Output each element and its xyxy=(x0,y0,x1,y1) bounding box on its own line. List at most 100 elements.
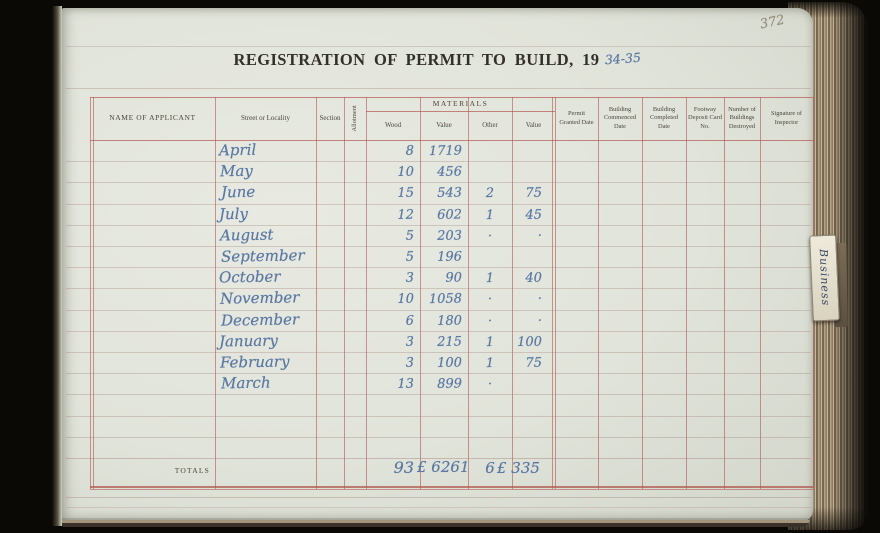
month-cell: April xyxy=(218,140,257,160)
row-rule xyxy=(66,182,811,184)
totals-wood-value: £ 6261 xyxy=(417,458,470,476)
book-gutter-edge xyxy=(52,6,62,526)
month-cell: September xyxy=(220,246,305,266)
other-value-cell: · xyxy=(537,228,543,244)
row-rule xyxy=(66,415,811,417)
column-header-footway-deposit: Footway Deposit Card No. xyxy=(688,105,722,130)
row-rule xyxy=(66,373,811,375)
row-rule xyxy=(66,246,811,247)
index-tab-business: Business xyxy=(809,234,840,322)
table-bottom-rule xyxy=(90,489,813,490)
other-value-cell: · xyxy=(537,313,543,329)
column-header-materials: MATERIALS xyxy=(432,98,489,108)
page-rule xyxy=(66,507,811,508)
table-vertical-rule xyxy=(420,97,421,489)
table-vertical-rule xyxy=(512,97,513,489)
header-bottom-rule xyxy=(90,140,813,141)
month-cell: December xyxy=(220,309,300,330)
materials-split-rule xyxy=(366,111,555,112)
wood-value-cell: 215 xyxy=(437,334,463,350)
wood-value-cell: 180 xyxy=(437,313,463,329)
table-vertical-rule xyxy=(642,97,643,489)
column-header-wood-value: Value xyxy=(436,121,452,129)
other-value-cell: · xyxy=(537,291,543,308)
row-rule xyxy=(66,330,811,332)
row-rule xyxy=(66,288,811,290)
wood-value-cell: 100 xyxy=(437,355,463,371)
column-header-signature: Signature of Inspector xyxy=(771,110,802,126)
other-value-cell: 40 xyxy=(525,270,543,287)
table-vertical-rule xyxy=(724,97,725,489)
row-rule xyxy=(66,203,811,205)
title-printed: REGISTRATION OF PERMIT TO BUILD, 19 xyxy=(233,50,600,69)
column-header-buildings-destroyed: Number of Buildings Destroyed xyxy=(728,105,756,130)
column-header-wood: Wood xyxy=(384,121,402,129)
column-header-building-completed: Building Completed Date xyxy=(649,105,679,130)
wood-value-cell: 196 xyxy=(437,249,463,265)
column-header-permit-granted: Permit Granted Date xyxy=(559,109,594,126)
page-title: REGISTRATION OF PERMIT TO BUILD, 19 34-35 xyxy=(62,50,813,70)
month-cell: July xyxy=(218,204,249,223)
column-header-building-commenced: Building Commenced Date xyxy=(603,105,637,130)
month-cell: February xyxy=(219,352,290,372)
row-rule xyxy=(66,436,811,438)
table-vertical-rule xyxy=(215,97,216,489)
wood-value-cell: 90 xyxy=(445,270,463,286)
month-cell: March xyxy=(220,373,271,393)
row-rule xyxy=(66,224,811,226)
wood-value-cell: 203 xyxy=(437,228,463,244)
other-value-cell: 100 xyxy=(517,334,543,350)
month-cell: August xyxy=(219,225,274,245)
totals-top-rule xyxy=(66,458,811,459)
month-cell: November xyxy=(219,288,300,309)
page-rule xyxy=(66,497,811,498)
row-rule xyxy=(66,309,811,311)
table-vertical-rule xyxy=(366,97,367,489)
column-header-street: Street or Locality xyxy=(241,113,290,122)
totals-label: TOTALS xyxy=(174,465,210,475)
table-vertical-rule xyxy=(552,97,553,489)
table-vertical-rule xyxy=(686,97,687,489)
table-vertical-rule xyxy=(93,97,94,489)
column-header-applicant: NAME OF APPLICANT xyxy=(109,113,196,123)
row-rule xyxy=(66,394,811,396)
totals-other-count: 6 xyxy=(485,459,495,477)
table-bottom-rule xyxy=(90,486,813,488)
totals-other-value: £ 335 xyxy=(497,459,540,477)
other-value-cell: 75 xyxy=(525,185,543,202)
row-rule xyxy=(66,161,811,163)
page-rule xyxy=(66,46,811,47)
ledger-page xyxy=(62,8,813,522)
wood-value-cell: 899 xyxy=(437,376,463,393)
table-vertical-rule xyxy=(760,97,761,489)
column-header-other: Other xyxy=(482,121,498,129)
table-vertical-rule xyxy=(468,97,469,489)
wood-value-cell: 1058 xyxy=(428,291,463,308)
table-vertical-rule xyxy=(316,97,317,489)
page-bottom-edge xyxy=(62,518,810,527)
month-cell: October xyxy=(218,267,281,287)
row-rule xyxy=(66,352,811,353)
month-cell: June xyxy=(220,183,256,202)
totals-wood-count: 93 xyxy=(393,458,414,477)
month-cell: May xyxy=(219,161,253,181)
table-vertical-rule xyxy=(90,97,91,489)
column-header-section: Section xyxy=(319,113,341,122)
wood-value-cell: 1719 xyxy=(428,143,463,160)
row-rule xyxy=(66,267,811,269)
wood-value-cell: 456 xyxy=(437,164,463,181)
wood-value-cell: 602 xyxy=(437,207,463,223)
month-cell: January xyxy=(218,331,279,351)
other-value-cell: 45 xyxy=(525,207,543,223)
table-vertical-rule xyxy=(344,97,345,489)
table-vertical-rule xyxy=(555,97,556,489)
index-tab-label: Business xyxy=(816,249,833,307)
column-header-other-value: Value xyxy=(525,121,542,129)
table-vertical-rule xyxy=(598,97,599,489)
wood-value-cell: 543 xyxy=(437,185,463,202)
other-value-cell: 75 xyxy=(525,355,543,371)
page-rule xyxy=(66,88,811,89)
header-top-rule xyxy=(90,97,813,98)
